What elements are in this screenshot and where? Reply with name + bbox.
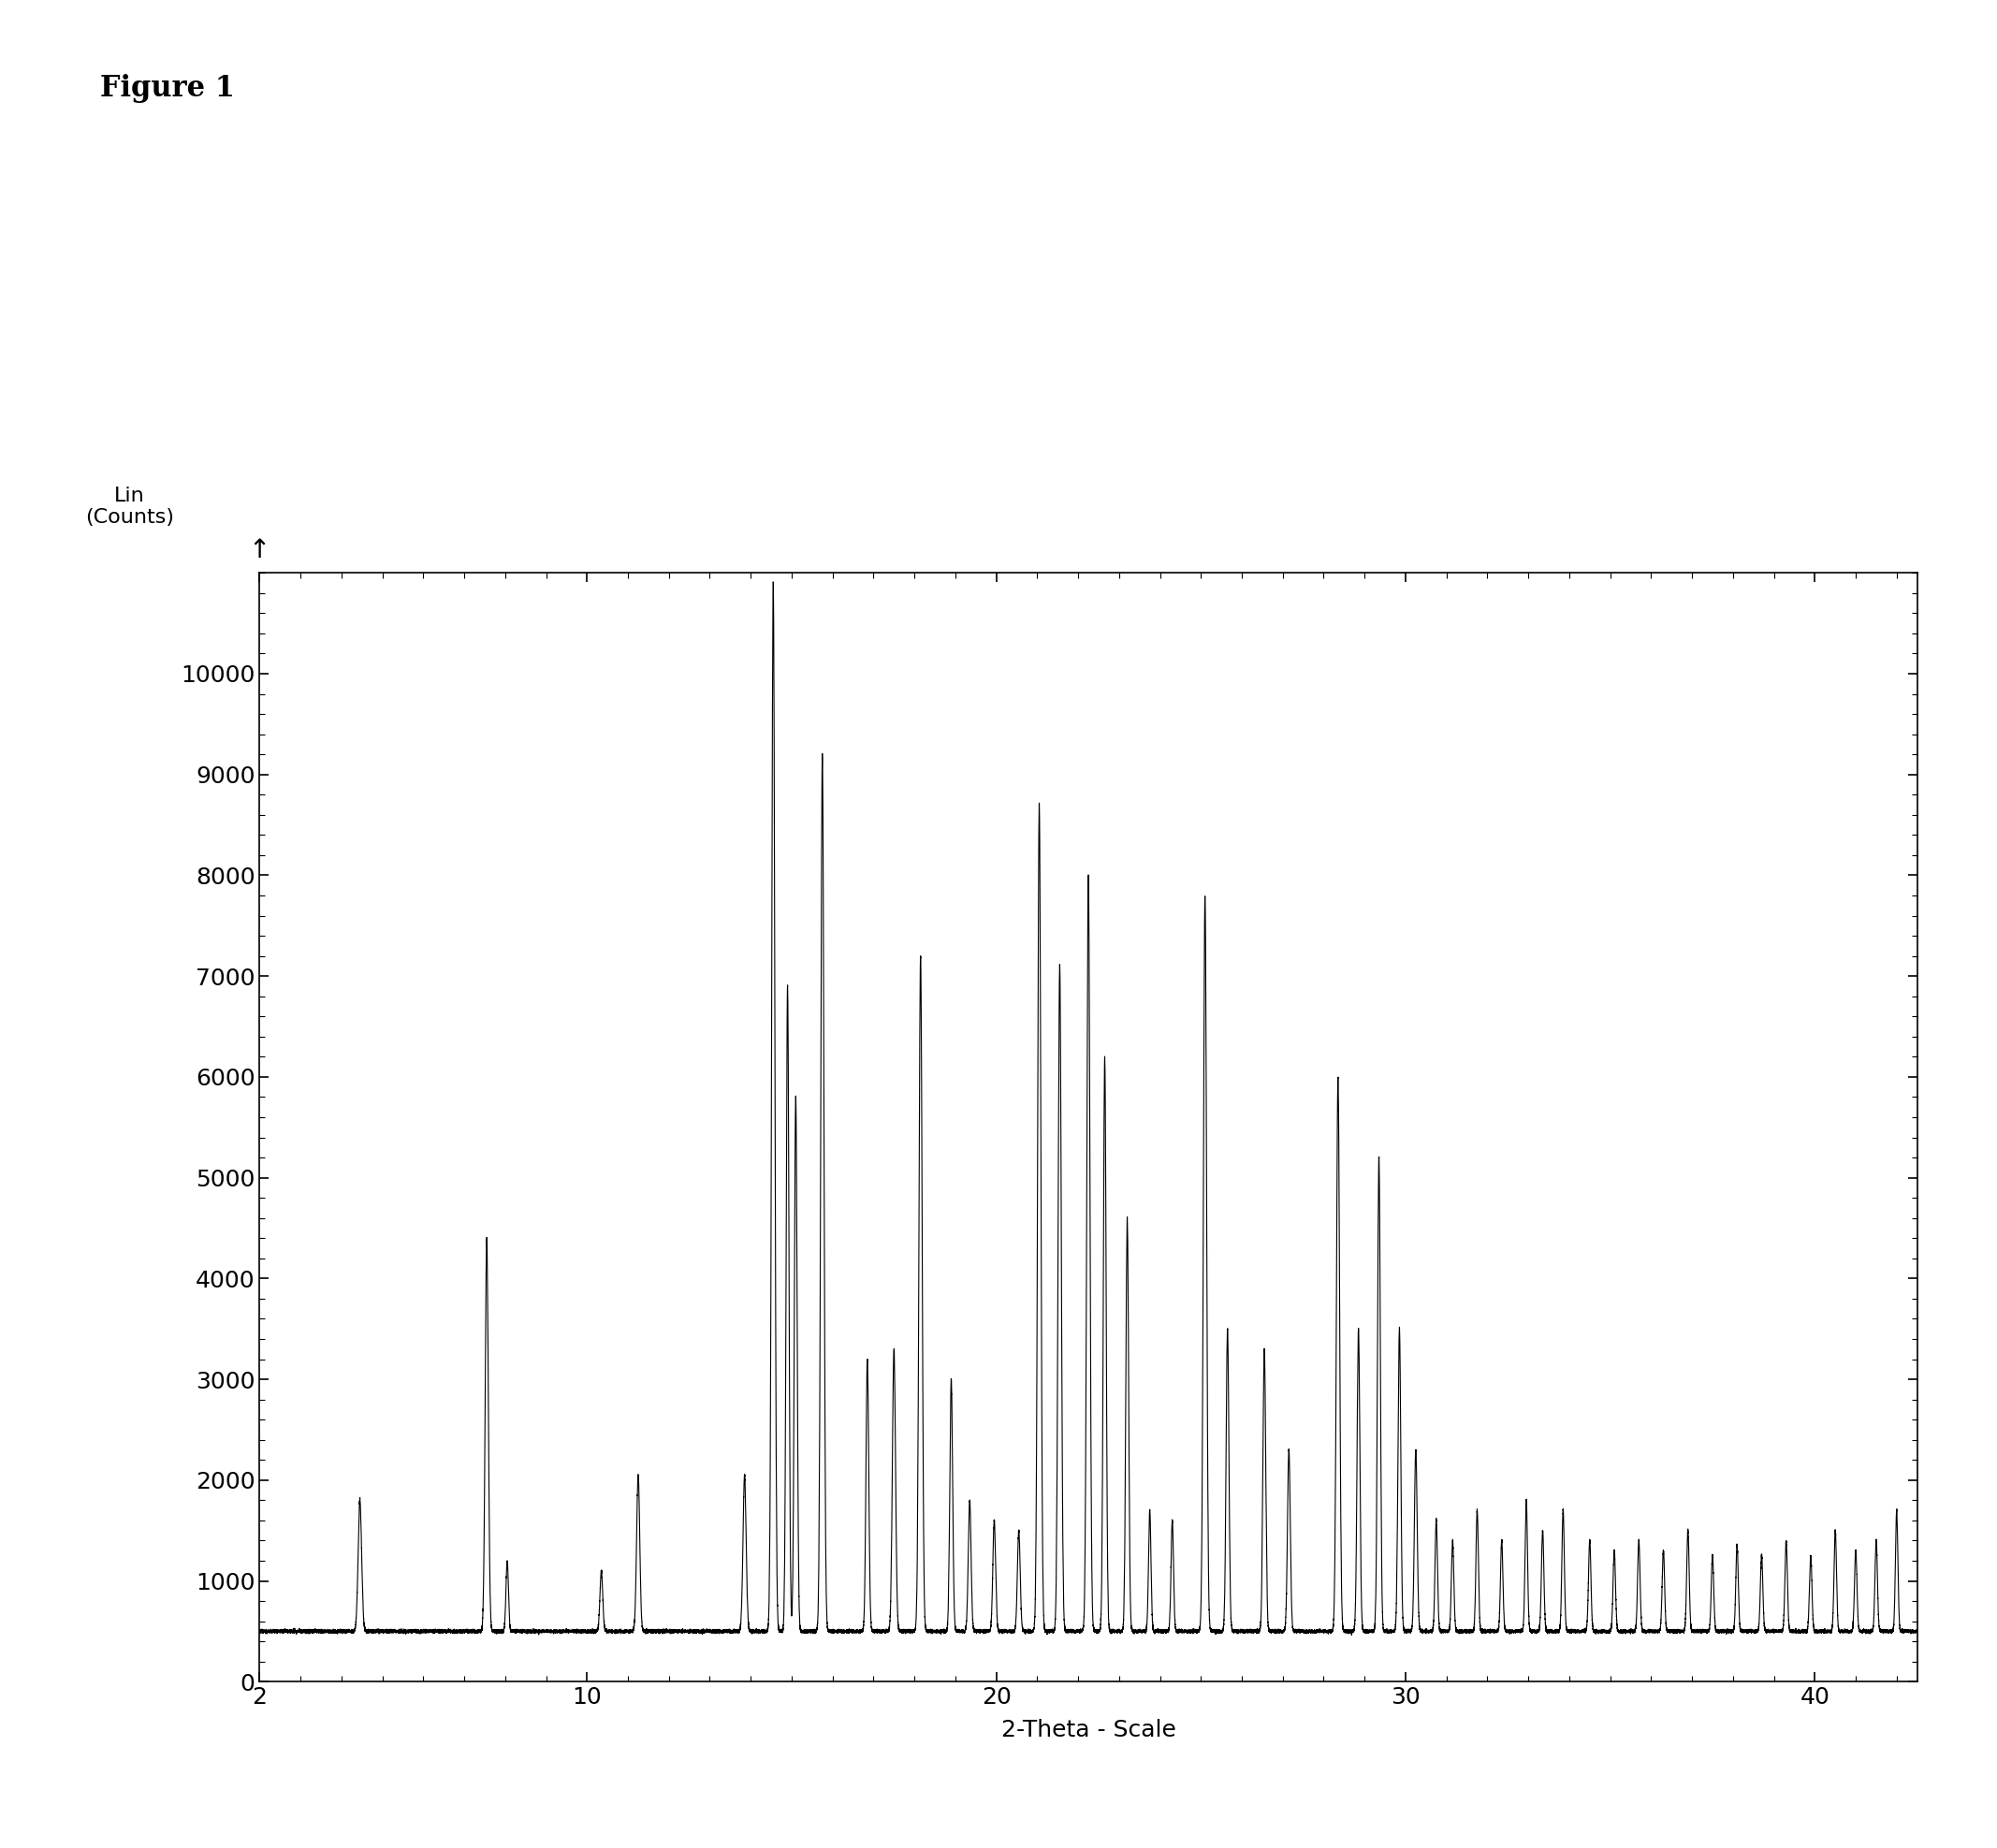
Text: Lin
(Counts): Lin (Counts) xyxy=(86,486,174,527)
X-axis label: 2-Theta - Scale: 2-Theta - Scale xyxy=(1000,1719,1176,1741)
Text: ↑: ↑ xyxy=(250,538,270,564)
Text: Figure 1: Figure 1 xyxy=(100,74,234,103)
